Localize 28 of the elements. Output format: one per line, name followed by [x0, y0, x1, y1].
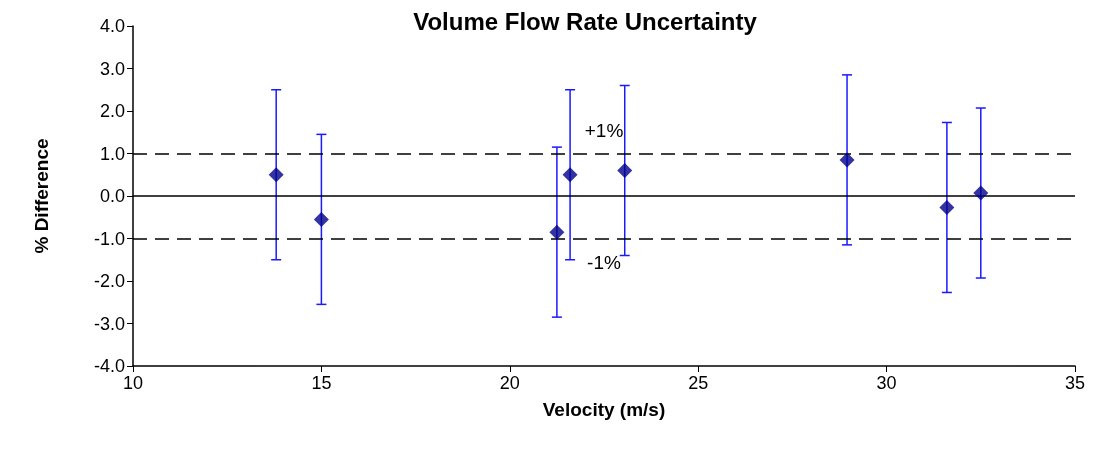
x-tick-label: 20 [499, 373, 520, 393]
y-tick-label: 0.0 [99, 186, 125, 206]
y-tick-label: -2.0 [93, 271, 125, 291]
y-tick-label: -4.0 [93, 356, 125, 376]
y-tick-label: 3.0 [99, 58, 125, 79]
x-tick-label: 10 [122, 373, 144, 393]
point [562, 167, 578, 183]
ref-line-label: -1% [587, 251, 621, 273]
chart-title: Volume Flow Rate Uncertainty [413, 7, 758, 35]
y-axis-title: % Difference [31, 138, 52, 254]
y-tick-label: 1.0 [99, 143, 125, 164]
x-tick-label: 30 [876, 373, 897, 393]
y-tick-label: -1.0 [93, 228, 125, 249]
point [617, 163, 633, 178]
point [549, 224, 565, 240]
x-tick-label: 35 [1064, 373, 1086, 393]
ref-line-label: +1% [584, 119, 624, 141]
y-tick-label: 4.0 [99, 16, 125, 36]
y-tick-label: 2.0 [99, 101, 125, 121]
point [839, 152, 855, 168]
point [973, 185, 989, 201]
point [268, 167, 284, 183]
x-tick-label: 15 [311, 373, 332, 393]
x-axis-title: Velocity (m/s) [542, 399, 666, 420]
point [939, 199, 955, 215]
point [313, 211, 329, 227]
x-tick-label: 25 [688, 373, 709, 393]
y-tick-label: -3.0 [93, 313, 125, 334]
